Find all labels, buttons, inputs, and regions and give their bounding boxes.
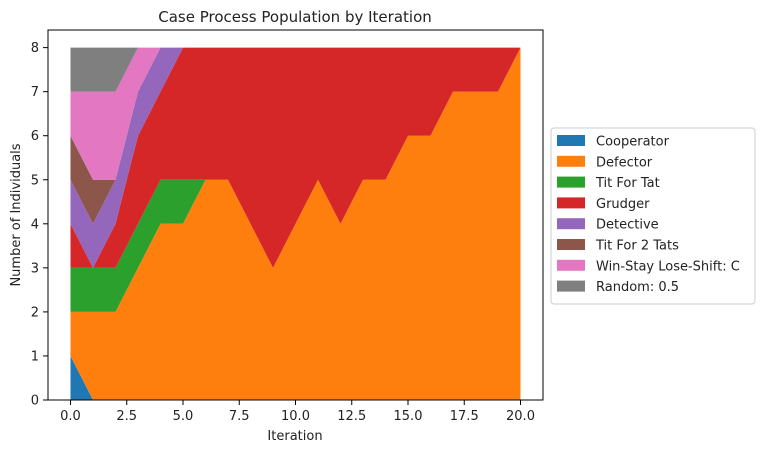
y-tick-label: 8 bbox=[31, 41, 39, 56]
x-tick-label: 5.0 bbox=[173, 409, 194, 424]
legend-label-cooperator: Cooperator bbox=[596, 135, 670, 150]
legend-swatch-grudger bbox=[557, 197, 585, 208]
y-tick-label: 7 bbox=[31, 85, 39, 100]
x-tick-label: 7.5 bbox=[229, 409, 250, 424]
y-tick-label: 6 bbox=[31, 129, 39, 144]
legend-label-grudger: Grudger bbox=[596, 197, 650, 212]
x-tick-label: 10.0 bbox=[281, 409, 310, 424]
legend-swatch-win-stay-lose-shift-c bbox=[557, 260, 585, 271]
x-axis: 0.0 2.5 5.0 7.5 10.0 12.5 15.0 17.5 20.0 bbox=[60, 400, 535, 424]
legend: Cooperator Defector Tit For Tat Grudger Dete… bbox=[551, 128, 755, 304]
x-tick-label: 15.0 bbox=[394, 409, 423, 424]
legend-swatch-random-0-5 bbox=[557, 281, 585, 292]
x-tick-label: 17.5 bbox=[450, 409, 479, 424]
y-tick-label: 4 bbox=[31, 217, 39, 232]
legend-swatch-tit-for-2-tats bbox=[557, 239, 585, 250]
y-tick-label: 3 bbox=[31, 261, 39, 276]
legend-label-detective: Detective bbox=[596, 218, 659, 233]
x-tick-label: 2.5 bbox=[116, 409, 137, 424]
y-tick-label: 1 bbox=[31, 349, 39, 364]
x-tick-label: 12.5 bbox=[337, 409, 366, 424]
legend-swatch-cooperator bbox=[557, 135, 585, 146]
y-tick-label: 0 bbox=[31, 394, 39, 409]
legend-label-defector: Defector bbox=[596, 155, 653, 170]
x-tick-label: 20.0 bbox=[506, 409, 535, 424]
legend-box bbox=[551, 128, 755, 304]
legend-label-tit-for-2-tats: Tit For 2 Tats bbox=[595, 239, 679, 254]
y-tick-label: 2 bbox=[31, 305, 39, 320]
chart-title: Case Process Population by Iteration bbox=[158, 8, 432, 26]
y-tick-label: 5 bbox=[31, 173, 39, 188]
x-tick-label: 0.0 bbox=[60, 409, 81, 424]
legend-label-random-0-5: Random: 0.5 bbox=[596, 280, 679, 295]
legend-label-tit-for-tat: Tit For Tat bbox=[595, 176, 660, 191]
legend-label-win-stay-lose-shift-c: Win-Stay Lose-Shift: C bbox=[596, 259, 740, 274]
y-axis: 0 1 2 3 4 5 6 7 8 bbox=[31, 41, 48, 408]
legend-swatch-defector bbox=[557, 156, 585, 167]
area-series-group bbox=[71, 48, 521, 400]
y-axis-title: Number of Individuals bbox=[9, 143, 24, 286]
legend-swatch-tit-for-tat bbox=[557, 177, 585, 188]
legend-swatch-detective bbox=[557, 218, 585, 229]
x-axis-title: Iteration bbox=[267, 429, 322, 444]
